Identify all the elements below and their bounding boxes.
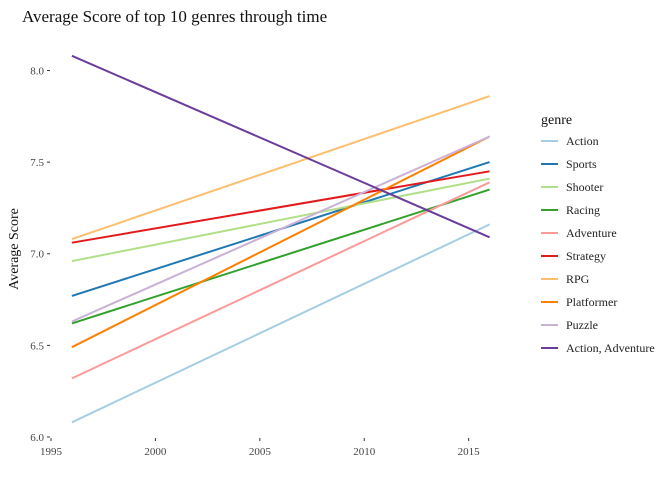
- y-tick-label: 6.0: [30, 432, 44, 444]
- y-tick-label: 7.0: [30, 249, 44, 261]
- series-line-strategy: [71, 170, 490, 244]
- legend-label-rpg: RPG: [566, 272, 590, 286]
- series-line-action-adventure: [71, 54, 490, 239]
- legend-label-strategy: Strategy: [566, 249, 606, 263]
- series-line-platformer: [71, 135, 491, 349]
- series-line-adventure: [71, 181, 491, 380]
- legend-label-action: Action: [566, 134, 599, 148]
- series-line-puzzle: [71, 135, 491, 323]
- legend-label-adventure: Adventure: [566, 226, 617, 240]
- series-line-action: [71, 223, 491, 424]
- y-tick-label: 7.5: [30, 157, 44, 169]
- x-tick-label: 2015: [458, 446, 481, 458]
- y-axis: 6.0 6.5 7.0 7.5 8.0: [30, 65, 50, 444]
- series-lines: [71, 54, 491, 424]
- series-line-shooter: [71, 177, 490, 263]
- legend: genre Action Sports Shooter Racing Adventure…: [541, 113, 655, 355]
- x-tick-label: 2010: [353, 446, 376, 458]
- legend-label-puzzle: Puzzle: [566, 318, 598, 332]
- x-tick-label: 2000: [144, 446, 167, 458]
- series-line-racing: [71, 188, 490, 325]
- chart-title: Average Score of top 10 genres through t…: [22, 7, 327, 26]
- x-tick-label: 1995: [40, 446, 63, 458]
- legend-title: genre: [541, 113, 572, 128]
- legend-label-sports: Sports: [566, 157, 597, 171]
- series-line-rpg: [71, 95, 490, 241]
- y-tick-label: 6.5: [30, 340, 44, 352]
- legend-label-shooter: Shooter: [566, 180, 603, 194]
- legend-label-racing: Racing: [566, 203, 600, 217]
- y-tick-label: 8.0: [30, 65, 44, 77]
- legend-label-action-adventure: Action, Adventure: [566, 341, 655, 355]
- x-axis: 1995 2000 2005 2010 2015: [40, 438, 480, 458]
- x-tick-label: 2005: [249, 446, 272, 458]
- y-axis-label: Average Score: [7, 208, 22, 290]
- legend-label-platformer: Platformer: [566, 295, 617, 309]
